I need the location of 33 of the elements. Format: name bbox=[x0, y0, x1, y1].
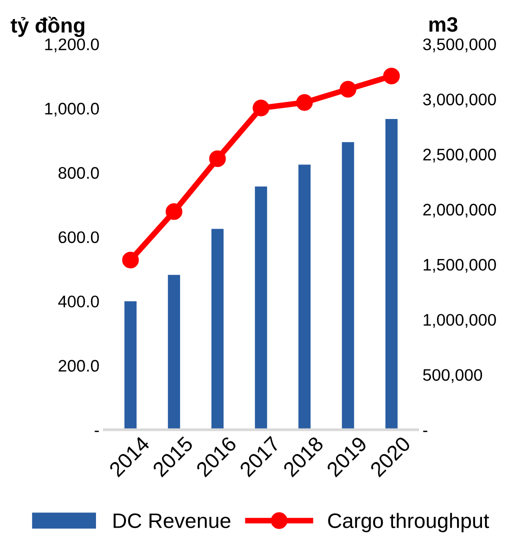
y2-tick-label: 1,500,000 bbox=[424, 258, 496, 273]
y-tick-label: 1,200.0 bbox=[45, 38, 99, 52]
y-tick-label: 600.0 bbox=[58, 231, 99, 244]
bar bbox=[342, 142, 354, 430]
point bbox=[166, 203, 182, 220]
legend-label: Cargo throughput bbox=[328, 512, 490, 532]
legend-label: DC Revenue bbox=[114, 513, 230, 528]
y2-tick-label: 1,000,000 bbox=[424, 314, 496, 328]
y2-tick-label: 3,500,000 bbox=[423, 38, 496, 52]
y-tick-label: - bbox=[94, 430, 99, 432]
bar bbox=[298, 164, 311, 430]
bar bbox=[211, 228, 224, 430]
y-tick-label: 200.0 bbox=[58, 360, 99, 372]
y-tick-label: 800.0 bbox=[58, 167, 99, 179]
bar bbox=[385, 118, 398, 430]
y2-tick-label: 3,000,000 bbox=[423, 94, 496, 108]
bar bbox=[254, 186, 268, 430]
y-tick-label: 400.0 bbox=[58, 296, 99, 308]
y-axis-title: tỷ đồng bbox=[10, 16, 84, 37]
y2-tick-label: 2,500,000 bbox=[423, 148, 496, 162]
y2-tick-label: 2,000,000 bbox=[423, 204, 496, 218]
point bbox=[209, 150, 226, 168]
point bbox=[383, 68, 400, 84]
point bbox=[122, 252, 139, 268]
y2-tick-label: 500,000 bbox=[423, 369, 482, 383]
y2-axis-title: m3 bbox=[429, 17, 458, 32]
y-tick-label: 1,000.0 bbox=[45, 102, 99, 117]
y2-tick-label: - bbox=[423, 430, 428, 432]
point bbox=[340, 80, 356, 98]
bar bbox=[124, 301, 137, 430]
point bbox=[252, 100, 270, 116]
point bbox=[296, 94, 313, 111]
bar bbox=[168, 274, 180, 430]
